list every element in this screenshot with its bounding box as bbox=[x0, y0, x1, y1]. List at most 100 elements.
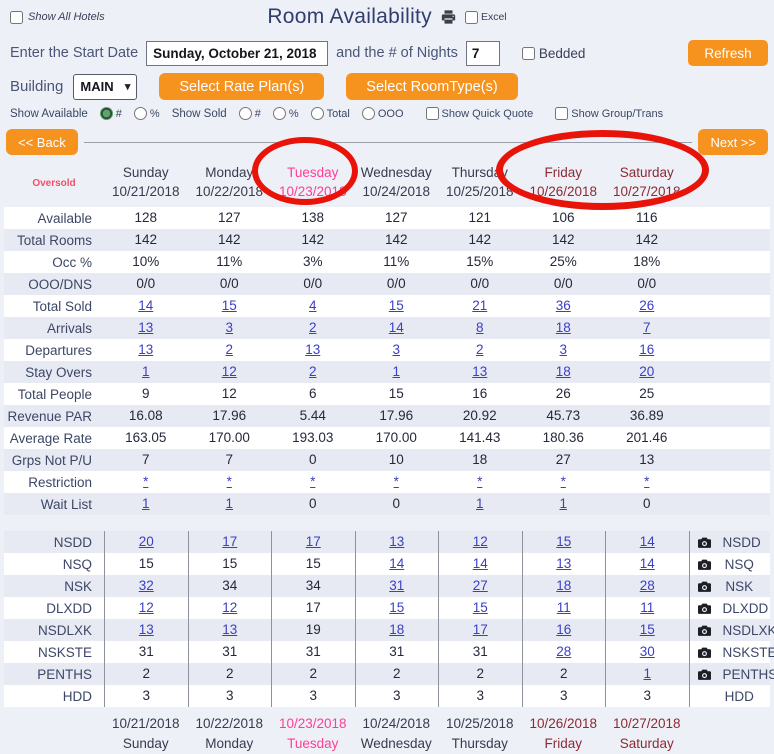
cell-link[interactable]: 2 bbox=[476, 342, 484, 357]
cell-link[interactable]: 20 bbox=[139, 534, 154, 549]
cell-link[interactable]: 2 bbox=[309, 364, 317, 379]
printer-icon[interactable] bbox=[440, 9, 457, 25]
cell-link[interactable]: 17 bbox=[306, 534, 321, 549]
cell-link[interactable]: * bbox=[477, 474, 482, 489]
cell-link[interactable]: 32 bbox=[139, 578, 154, 593]
cell-link[interactable]: 21 bbox=[472, 298, 487, 313]
cell-link[interactable]: 1 bbox=[142, 364, 150, 379]
cell-link[interactable]: 12 bbox=[222, 364, 237, 379]
cell-link[interactable]: 8 bbox=[476, 320, 484, 335]
cell-link[interactable]: 2 bbox=[309, 320, 317, 335]
cell-link[interactable]: 14 bbox=[138, 298, 153, 313]
select-rate-plans-button[interactable]: Select Rate Plan(s) bbox=[159, 73, 324, 100]
cell-link[interactable]: 4 bbox=[309, 298, 317, 313]
camera-icon[interactable] bbox=[698, 647, 713, 658]
refresh-button[interactable]: Refresh bbox=[688, 40, 768, 66]
start-date-input[interactable] bbox=[146, 41, 328, 66]
cell-link[interactable]: 20 bbox=[639, 364, 654, 379]
building-select[interactable]: MAIN ▾ bbox=[73, 74, 137, 100]
cell-link[interactable]: 13 bbox=[138, 342, 153, 357]
cell-link[interactable]: 27 bbox=[473, 578, 488, 593]
cell-link[interactable]: 1 bbox=[559, 496, 567, 511]
cell-link[interactable]: 3 bbox=[392, 342, 400, 357]
cell-link[interactable]: 13 bbox=[472, 364, 487, 379]
cell-link[interactable]: * bbox=[143, 474, 148, 489]
bedded-checkbox[interactable] bbox=[522, 47, 535, 60]
camera-icon[interactable] bbox=[698, 669, 713, 680]
cell-link[interactable]: 26 bbox=[639, 298, 654, 313]
cell-link[interactable]: 30 bbox=[640, 644, 655, 659]
show-available-percent-radio[interactable] bbox=[134, 107, 147, 120]
cell-link[interactable]: 13 bbox=[556, 556, 571, 571]
camera-icon[interactable] bbox=[698, 625, 713, 636]
show-available-count-radio[interactable] bbox=[100, 107, 113, 120]
next-button[interactable]: Next >> bbox=[698, 129, 768, 155]
cell-link[interactable]: 15 bbox=[222, 298, 237, 313]
cell-link[interactable]: 14 bbox=[640, 534, 655, 549]
show-sold-count-radio[interactable] bbox=[239, 107, 252, 120]
cell-link[interactable]: 16 bbox=[639, 342, 654, 357]
cell-link[interactable]: 14 bbox=[640, 556, 655, 571]
cell-link[interactable]: * bbox=[644, 474, 649, 489]
cell-link[interactable]: 1 bbox=[476, 496, 484, 511]
cell-link[interactable]: 15 bbox=[640, 622, 655, 637]
cell-link[interactable]: 18 bbox=[556, 320, 571, 335]
cell-link[interactable]: 14 bbox=[389, 320, 404, 335]
excel-checkbox[interactable] bbox=[465, 11, 478, 24]
cell-link[interactable]: * bbox=[310, 474, 315, 489]
cell-link[interactable]: 1 bbox=[225, 496, 233, 511]
show-sold-ooo-radio[interactable] bbox=[362, 107, 375, 120]
cell-link[interactable]: 28 bbox=[556, 644, 571, 659]
show-group-trans-checkbox[interactable] bbox=[555, 107, 568, 120]
cell-link[interactable]: 28 bbox=[640, 578, 655, 593]
nights-input[interactable] bbox=[466, 41, 500, 66]
cell-link[interactable]: 15 bbox=[473, 600, 488, 615]
cell-link[interactable]: 13 bbox=[222, 622, 237, 637]
cell-link[interactable]: * bbox=[561, 474, 566, 489]
cell-link[interactable]: * bbox=[227, 474, 232, 489]
cell-link[interactable]: 7 bbox=[643, 320, 651, 335]
cell-link[interactable]: 2 bbox=[225, 342, 233, 357]
camera-icon[interactable] bbox=[698, 537, 713, 548]
cell-link[interactable]: 13 bbox=[305, 342, 320, 357]
cell-link[interactable]: 12 bbox=[473, 534, 488, 549]
show-all-hotels-checkbox[interactable] bbox=[10, 11, 23, 24]
cell-link[interactable]: 15 bbox=[389, 600, 404, 615]
cell-link[interactable]: 13 bbox=[389, 534, 404, 549]
camera-icon[interactable] bbox=[698, 581, 713, 592]
cell-link[interactable]: 3 bbox=[559, 342, 567, 357]
cell-link[interactable]: * bbox=[394, 474, 399, 489]
cell-link[interactable]: 36 bbox=[556, 298, 571, 313]
cell-link[interactable]: 1 bbox=[392, 364, 400, 379]
cell-link[interactable]: 17 bbox=[473, 622, 488, 637]
show-sold-percent-radio[interactable] bbox=[273, 107, 286, 120]
cell-link[interactable]: 14 bbox=[473, 556, 488, 571]
cell-link[interactable]: 18 bbox=[556, 364, 571, 379]
cell-link[interactable]: 12 bbox=[139, 600, 154, 615]
cell-link[interactable]: 16 bbox=[556, 622, 571, 637]
cell-link[interactable]: 11 bbox=[640, 600, 654, 615]
cell-link[interactable]: 18 bbox=[556, 578, 571, 593]
cell-link[interactable]: 15 bbox=[389, 298, 404, 313]
show-quick-quote-checkbox[interactable] bbox=[426, 107, 439, 120]
show-sold-total-radio[interactable] bbox=[311, 107, 324, 120]
cell: 3 bbox=[522, 685, 606, 707]
column-date: 10/24/2018 bbox=[355, 182, 439, 201]
cell-link[interactable]: 1 bbox=[643, 666, 651, 681]
cell-link[interactable]: 14 bbox=[389, 556, 404, 571]
cell-link[interactable]: 11 bbox=[557, 600, 571, 615]
cell-link[interactable]: 13 bbox=[138, 320, 153, 335]
camera-icon[interactable] bbox=[698, 559, 713, 570]
cell-link[interactable]: 3 bbox=[225, 320, 233, 335]
cell-link[interactable]: 13 bbox=[139, 622, 154, 637]
back-button[interactable]: << Back bbox=[6, 129, 78, 155]
cell-link[interactable]: 18 bbox=[389, 622, 404, 637]
cell-link[interactable]: 1 bbox=[142, 496, 150, 511]
cell-link[interactable]: 17 bbox=[222, 534, 237, 549]
select-roomtypes-button[interactable]: Select RoomType(s) bbox=[346, 73, 517, 100]
cell-link[interactable]: 31 bbox=[389, 578, 404, 593]
cell-link[interactable]: 15 bbox=[556, 534, 571, 549]
cell-link[interactable]: 12 bbox=[222, 600, 237, 615]
cell: 17.96 bbox=[188, 405, 272, 427]
camera-icon[interactable] bbox=[698, 603, 713, 614]
